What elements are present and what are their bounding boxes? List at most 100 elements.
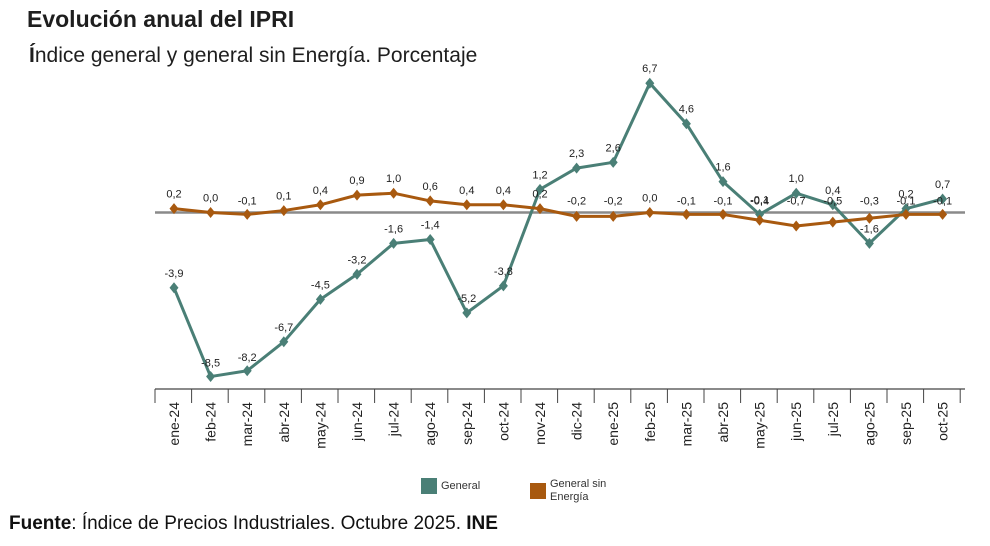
data-label-general: 4,6: [679, 104, 694, 116]
data-label-sin-energia: -0,2: [567, 196, 586, 208]
data-label-general: -5,2: [457, 293, 476, 305]
data-label-general: -8,2: [238, 352, 257, 364]
x-tick-label: nov-24: [532, 402, 548, 445]
data-point-sin-energia: [608, 210, 618, 222]
data-label-general: -6,7: [274, 322, 293, 334]
x-tick-label: ago-25: [861, 402, 877, 446]
data-point-sin-energia: [242, 208, 252, 220]
data-label-sin-energia: 0,2: [166, 189, 181, 201]
data-point-sin-energia: [718, 208, 728, 220]
data-label-sin-energia: -0,1: [238, 196, 257, 208]
data-label-general: 0,7: [935, 179, 950, 191]
data-point-sin-energia: [352, 189, 362, 201]
data-label-sin-energia: -0,5: [823, 196, 842, 208]
data-point-sin-energia: [864, 212, 874, 224]
data-label-general: 6,7: [642, 63, 657, 75]
data-point-general: [681, 118, 691, 130]
data-point-general: [718, 176, 728, 188]
data-point-sin-energia: [572, 210, 582, 222]
legend-label-general: General: [441, 479, 481, 492]
x-tick-label: abr-24: [276, 402, 292, 443]
data-point-sin-energia: [828, 216, 838, 228]
data-label-sin-energia: 0,2: [532, 189, 547, 201]
data-point-sin-energia: [389, 187, 399, 199]
data-label-general: -1,6: [384, 223, 403, 235]
x-tick-label: jul-24: [386, 402, 402, 437]
data-point-sin-energia: [206, 207, 216, 218]
data-point-sin-energia: [901, 208, 911, 220]
data-point-sin-energia: [755, 214, 765, 226]
data-label-general: -3,2: [348, 254, 367, 266]
legend-item-general: General: [421, 478, 480, 494]
data-label-sin-energia: 0,6: [423, 181, 438, 193]
x-tick-label: sep-24: [459, 402, 475, 445]
data-label-sin-energia: -0,1: [933, 196, 952, 208]
data-point-sin-energia: [791, 220, 801, 232]
data-point-sin-energia: [681, 208, 691, 220]
data-point-sin-energia: [498, 199, 508, 211]
line-chart: ene-24 feb-24 mar-24 abr-24 may-24 jun-24 jul-…: [154, 63, 965, 449]
data-point-sin-energia: [938, 208, 948, 220]
data-label-sin-energia: -0,4: [750, 196, 769, 208]
x-tick-label: oct-25: [935, 402, 951, 441]
x-tick-label: may-24: [312, 402, 328, 449]
data-label-general: -1,6: [860, 223, 879, 235]
data-label-sin-energia: -0,3: [860, 196, 879, 208]
data-label-general: 2,6: [606, 142, 621, 154]
data-point-general: [608, 156, 618, 168]
data-point-general: [169, 282, 179, 294]
source-org: INE: [466, 513, 498, 534]
x-tick-label: feb-25: [642, 402, 658, 442]
data-point-general: [938, 193, 948, 205]
x-tick-label: abr-25: [715, 402, 731, 443]
data-point-sin-energia: [169, 203, 179, 215]
chart-subtitle: Índice general y general sin Energía. Po…: [29, 44, 477, 68]
data-label-sin-energia: -0,1: [897, 196, 916, 208]
legend-swatch-sin-energia: [530, 483, 546, 499]
data-point-general: [864, 237, 874, 249]
data-label-sin-energia: 0,0: [642, 193, 657, 205]
data-point-general: [315, 293, 325, 305]
data-point-sin-energia: [462, 199, 472, 211]
data-label-sin-energia: 0,4: [459, 185, 474, 197]
data-point-general: [572, 162, 582, 174]
series-line-sin-energia: [173, 191, 943, 228]
data-label-sin-energia: 0,4: [496, 185, 511, 197]
legend-item-sin-energia: General sin Energía: [530, 478, 606, 504]
data-label-general: -1,4: [421, 220, 440, 232]
data-label-sin-energia: -0,2: [604, 196, 623, 208]
x-tick-label: mar-24: [239, 402, 255, 447]
data-point-general: [242, 365, 252, 377]
x-tick-label: sep-25: [898, 402, 914, 445]
data-label-general: -4,5: [311, 279, 330, 291]
data-point-general: [791, 187, 801, 199]
data-label-sin-energia: -0,7: [787, 196, 806, 208]
data-point-general: [828, 199, 838, 211]
data-point-general: [755, 208, 765, 220]
data-point-general: [206, 371, 216, 383]
data-point-general: [425, 234, 435, 246]
data-label-general: 1,2: [532, 169, 547, 181]
data-label-general: 2,3: [569, 148, 584, 160]
data-label-general: -3,9: [165, 268, 184, 280]
subtitle-text: ndice general y general sin Energía. Por…: [34, 44, 478, 67]
data-label-sin-energia: 0,9: [349, 175, 364, 187]
data-point-sin-energia: [535, 203, 545, 215]
source-text: : Índice de Precios Industriales. Octubr…: [71, 513, 467, 534]
series-line-general: [172, 81, 943, 379]
data-point-sin-energia: [645, 207, 655, 218]
data-label-sin-energia: 0,0: [203, 193, 218, 205]
data-point-sin-energia: [279, 205, 289, 217]
x-tick-label: may-25: [752, 402, 768, 449]
x-tick-label: ene-24: [166, 402, 182, 446]
data-point-sin-energia: [315, 199, 325, 211]
data-label-general: -3,8: [494, 266, 513, 278]
legend-label-sin-energia: General sin Energía: [550, 478, 607, 503]
data-point-general: [389, 237, 399, 249]
data-label-general: 1,6: [715, 162, 730, 174]
data-point-general: [535, 183, 545, 195]
data-label-general: 1,0: [789, 173, 804, 185]
data-point-general: [462, 307, 472, 319]
data-label-general: -0,1: [750, 194, 769, 206]
x-tick-label: jul-25: [825, 402, 841, 437]
